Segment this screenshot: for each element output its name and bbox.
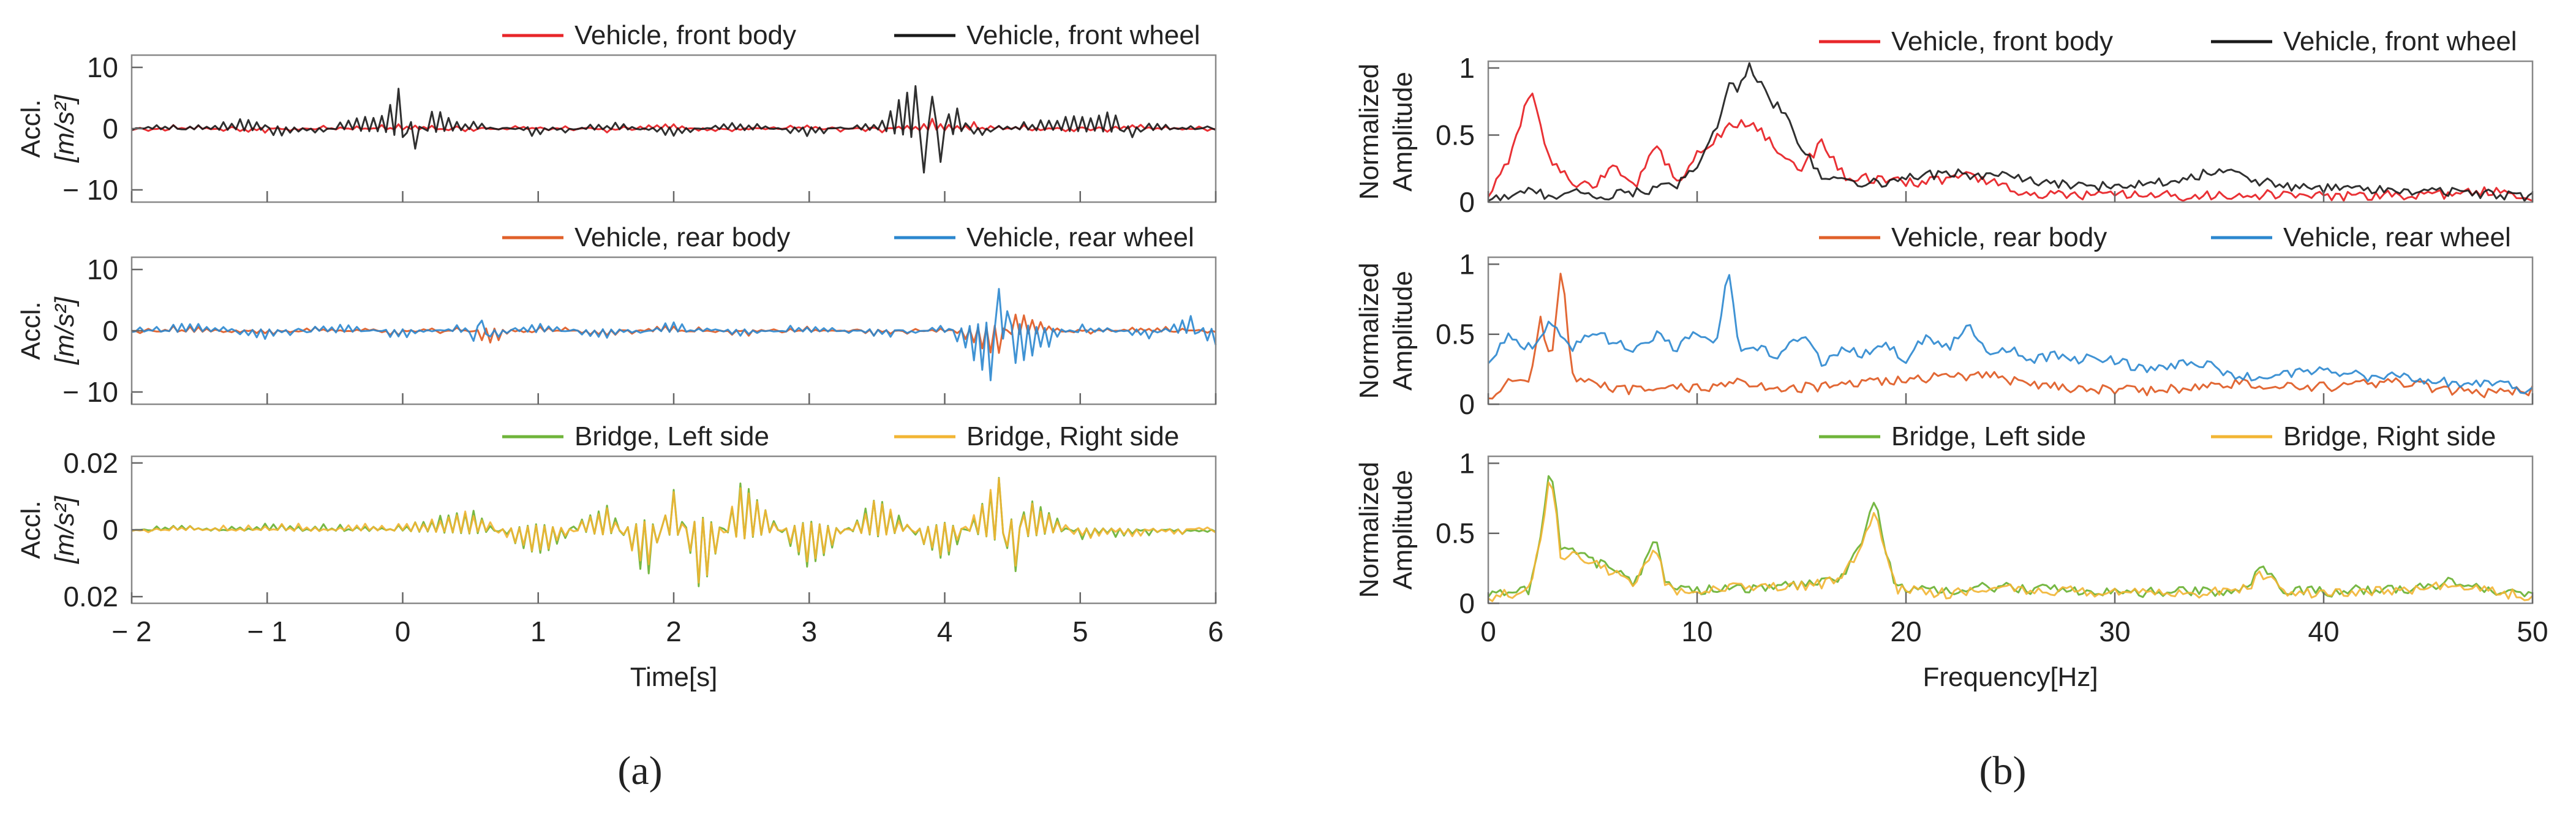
x-tick-label: 2 [666,616,682,647]
legend-label: Vehicle, front wheel [2283,26,2517,56]
y-axis-label: Normalized [1354,263,1384,399]
y-axis-label: Normalized [1354,64,1384,200]
y-tick-label: 0 [1459,186,1475,218]
legend-label: Vehicle, front body [574,20,796,50]
chart-b3: 1 0.5 00 10 20 30 40 50 Frequency[Hz] Normalized A… [1354,421,2548,692]
chart-a3: 0.02 0 0.02 − 2 − 1 0 1 2 3 4 5 6 Time[s] Accl. [m/s²]… [16,421,1224,692]
x-tick-label: 0 [395,616,411,647]
plot-frame [1487,455,2534,605]
legend-label: Vehicle, rear body [574,222,790,252]
series-line-rear-body [1488,273,2534,400]
caption-a: (a) [617,748,662,793]
legend-label: Vehicle, front body [1891,26,2113,56]
series-line-bridge-right [131,477,1216,584]
y-tick-label: 0 [102,514,118,546]
plot-frame [1487,256,2534,405]
y-tick-label: 0.02 [63,447,118,479]
y-tick-label: − 10 [62,174,118,206]
y-tick-label: 1 [1459,52,1475,84]
x-tick-label: 4 [937,616,953,647]
series-line-rear-wheel [1487,274,2533,394]
y-axis-label-unit: Amplitude [1388,271,1418,391]
x-tick-label: 40 [2308,616,2339,647]
y-tick-label: 0.5 [1436,119,1475,151]
x-axis-label: Frequency[Hz] [1923,662,2098,692]
x-tick-label: 5 [1072,616,1088,647]
y-tick-label: − 10 [62,376,118,408]
legend-label: Bridge, Left side [574,421,769,451]
y-tick-label: 0.02 [63,581,118,612]
y-axis-label-unit: Amplitude [1388,470,1418,590]
legend-label: Vehicle, front wheel [966,20,1200,50]
chart-a1: 10 0 − 10 Accl. [m/s²] Vehicle, front body Veh… [16,20,1217,206]
x-tick-label: 20 [1890,616,1921,647]
y-axis-label: Accl. [16,301,46,360]
series-line-bridge-right [1488,481,2534,602]
y-tick-label: 0 [102,315,118,347]
y-tick-label: 0 [1459,587,1475,619]
chart-b1: 1 0.5 0 Normalized Amplitude Vehicle, front b… [1354,26,2534,218]
legend-label: Vehicle, rear wheel [2283,222,2511,252]
y-axis-label-unit: [m/s²] [50,94,80,163]
caption-b: (b) [1979,748,2027,793]
y-tick-label: 1 [1459,447,1475,479]
series-line-front-wheel [1488,62,2533,202]
y-axis-label: Accl. [16,500,46,559]
x-tick-label: 0 [1480,616,1496,647]
x-tick-label: − 1 [247,616,287,647]
plot-frame [1487,60,2534,203]
x-tick-label: 10 [1681,616,1712,647]
chart-b2: 1 0.5 0 Normalized Amplitude Vehicle, rear bo… [1354,222,2534,420]
y-tick-label: 0.5 [1436,518,1475,549]
y-axis-label: Normalized [1354,462,1384,598]
y-tick-label: 1 [1459,248,1475,280]
y-tick-label: 10 [87,51,118,83]
y-axis-label: Accl. [16,99,46,157]
legend-label: Bridge, Left side [1891,421,2086,451]
legend-label: Bridge, Right side [2283,421,2496,451]
y-tick-label: 0.5 [1436,318,1475,350]
y-axis-label-unit: Amplitude [1388,72,1418,192]
series-line-rear-wheel [131,288,1217,382]
series-line-rear-body [131,314,1216,354]
y-axis-label-unit: [m/s²] [50,495,80,564]
series-line-front-body [1487,92,2533,202]
x-tick-label: − 2 [111,616,151,647]
y-tick-label: 10 [87,254,118,285]
x-tick-label: 6 [1208,616,1224,647]
x-tick-label: 30 [2099,616,2130,647]
x-tick-label: 3 [801,616,817,647]
x-tick-label: 1 [530,616,546,647]
legend-label: Bridge, Right side [966,421,1179,451]
series-line-bridge-left [1487,475,2533,598]
y-axis-label-unit: [m/s²] [50,296,80,365]
y-tick-label: 0 [1459,388,1475,420]
legend-label: Vehicle, rear body [1891,222,2107,252]
y-tick-label: 0 [102,113,118,145]
x-axis-label: Time[s] [630,662,718,692]
chart-a2: 10 0 − 10 Accl. [m/s²] Vehicle, rear body Vehi… [16,222,1217,408]
x-tick-label: 50 [2517,616,2548,647]
legend-label: Vehicle, rear wheel [966,222,1194,252]
series-line-front-wheel [131,85,1216,174]
